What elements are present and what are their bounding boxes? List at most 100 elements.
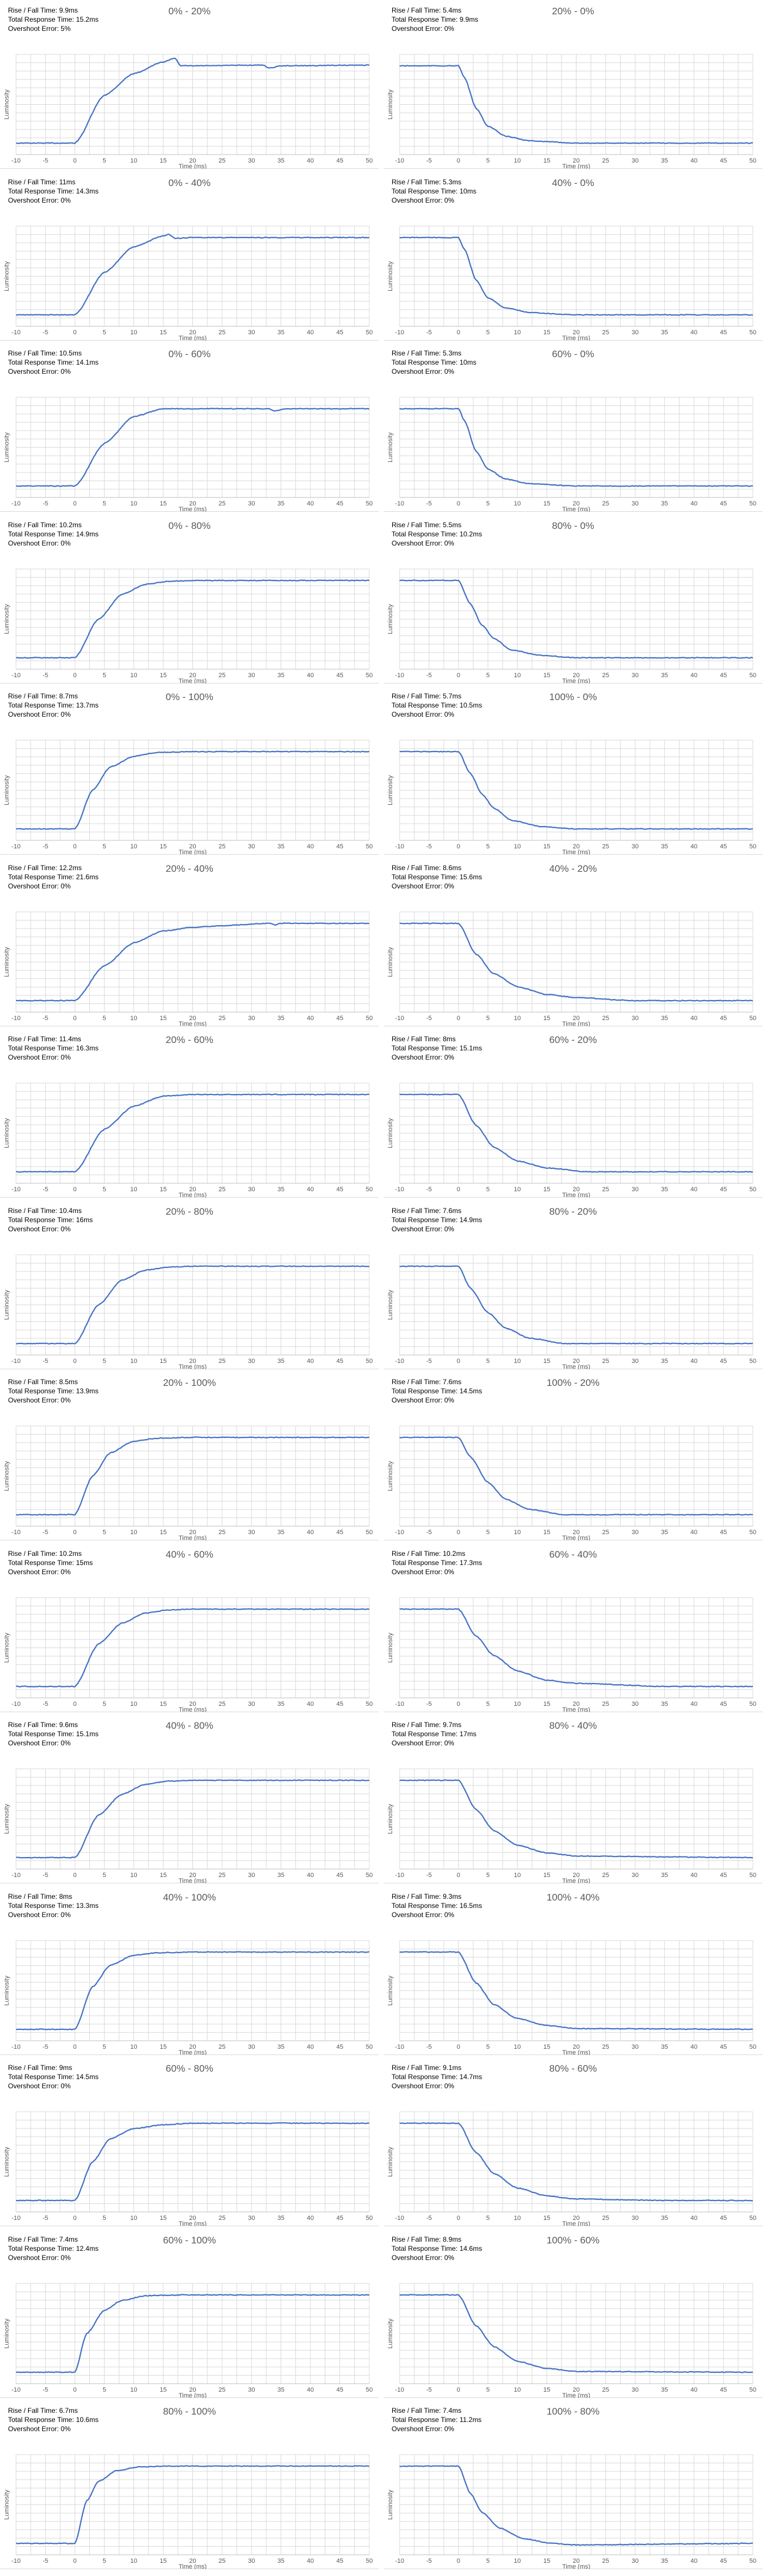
x-tick-label: 15: [160, 500, 167, 507]
x-tick-label: 5: [486, 500, 489, 507]
x-tick-label: 20: [189, 1529, 196, 1536]
x-axis-label: Time (ms): [562, 678, 590, 683]
x-tick-label: 10: [514, 1872, 521, 1879]
x-tick-label: 10: [514, 2387, 521, 2393]
x-tick-label: 35: [278, 1186, 285, 1193]
x-axis-label: Time (ms): [179, 335, 207, 341]
x-tick-label: 40: [307, 2044, 314, 2050]
x-tick-label: 35: [278, 2558, 285, 2565]
x-tick-label: 0: [457, 1529, 460, 1536]
y-axis-label: Luminosity: [387, 775, 394, 805]
chart-svg: -10 -5 0 5 10 15 20 25 30 35 40 45 50 Time (ms) Lumino…: [3, 2406, 373, 2569]
chart-svg: -10 -5 0 5 10 15 20 25 30 35 40 45 50 Time (ms) Lumino…: [387, 2235, 756, 2398]
x-tick-label: -10: [395, 500, 404, 507]
x-tick-label: 10: [514, 1358, 521, 1365]
x-tick-label: 25: [602, 1186, 609, 1193]
chart-panel: -10 -5 0 5 10 15 20 25 30 35 40 45 50 Time (ms) Lumino…: [384, 686, 763, 855]
x-axis-label: Time (ms): [562, 1706, 590, 1712]
x-tick-label: 45: [336, 2387, 343, 2393]
x-tick-label: -10: [11, 1529, 21, 1536]
x-tick-label: 5: [102, 2387, 106, 2393]
x-tick-label: 25: [219, 329, 226, 336]
stat-rise-fall: Rise / Fall Time: 11ms: [8, 178, 76, 186]
x-tick-label: 45: [720, 1529, 726, 1536]
luminosity-curve: [399, 1608, 753, 1688]
x-tick-label: 35: [278, 2215, 285, 2222]
x-tick-label: 45: [720, 1186, 726, 1193]
x-tick-label: 5: [486, 157, 489, 164]
luminosity-curve: [399, 236, 753, 316]
x-tick-label: 35: [661, 500, 668, 507]
x-tick-label: 0: [73, 500, 77, 507]
x-tick-label: 40: [690, 1015, 697, 1022]
chart-panel: -10 -5 0 5 10 15 20 25 30 35 40 45 50 Time (ms) Lumino…: [0, 2400, 379, 2569]
y-axis-label: Luminosity: [3, 432, 10, 463]
x-tick-label: 10: [514, 1186, 521, 1193]
x-tick-label: 20: [572, 1701, 579, 1708]
x-tick-label: 25: [219, 1358, 226, 1365]
x-tick-label: 5: [102, 1358, 106, 1365]
x-tick-label: 25: [219, 1529, 226, 1536]
x-tick-label: 50: [749, 2387, 756, 2393]
x-tick-label: 40: [690, 2558, 697, 2565]
luminosity-curve: [15, 1779, 370, 1859]
x-tick-label: 5: [102, 500, 106, 507]
x-axis-label: Time (ms): [562, 163, 590, 169]
stat-total-response: Total Response Time: 11.2ms: [392, 2416, 481, 2424]
y-axis-label: Luminosity: [387, 1633, 394, 1663]
x-tick-label: 15: [543, 1186, 550, 1193]
x-tick-label: 20: [189, 2387, 196, 2393]
x-tick-label: 5: [486, 2387, 489, 2393]
stat-overshoot: Overshoot Error: 0%: [8, 2082, 71, 2090]
stat-total-response: Total Response Time: 14.9ms: [8, 530, 98, 538]
x-tick-label: 0: [457, 672, 460, 679]
x-tick-label: 45: [336, 1186, 343, 1193]
y-axis-label: Luminosity: [3, 1633, 10, 1663]
x-tick-label: 15: [543, 2387, 550, 2393]
chart-svg: -10 -5 0 5 10 15 20 25 30 35 40 45 50 Time (ms) Lumino…: [3, 520, 373, 683]
stat-total-response: Total Response Time: 10.2ms: [392, 530, 482, 538]
chart-title: 80% - 0%: [552, 520, 594, 531]
x-tick-label: 40: [307, 2387, 314, 2393]
x-tick-label: 35: [661, 1872, 668, 1879]
x-tick-label: 25: [602, 500, 609, 507]
x-tick-label: 45: [336, 2044, 343, 2050]
chart-title: 0% - 100%: [165, 692, 213, 702]
x-tick-label: 30: [248, 1015, 255, 1022]
x-tick-label: 15: [160, 1701, 167, 1708]
luminosity-curve: [399, 750, 753, 830]
stat-overshoot: Overshoot Error: 0%: [392, 368, 455, 376]
x-tick-label: 10: [514, 843, 521, 850]
x-tick-label: 15: [543, 2044, 550, 2050]
x-tick-label: 25: [602, 2387, 609, 2393]
chart-panel: -10 -5 0 5 10 15 20 25 30 35 40 45 50 Time (ms) Lumino…: [0, 1029, 379, 1198]
x-tick-label: 10: [514, 2044, 521, 2050]
x-tick-label: -10: [11, 1358, 21, 1365]
luminosity-curve: [15, 750, 370, 830]
luminosity-curve: [399, 1436, 753, 1516]
chart-panel: -10 -5 0 5 10 15 20 25 30 35 40 45 50 Time (ms) Lumino…: [0, 0, 379, 169]
x-tick-label: 45: [336, 1358, 343, 1365]
x-tick-label: 50: [366, 1186, 373, 1193]
x-tick-label: 15: [543, 500, 550, 507]
chart-panel: -10 -5 0 5 10 15 20 25 30 35 40 45 50 Time (ms) Lumino…: [0, 858, 379, 1026]
x-tick-label: 45: [336, 1529, 343, 1536]
x-tick-label: 45: [336, 157, 343, 164]
x-axis-label: Time (ms): [562, 335, 590, 341]
x-tick-label: 40: [690, 1701, 697, 1708]
x-tick-label: 25: [219, 2558, 226, 2565]
chart-panel: -10 -5 0 5 10 15 20 25 30 35 40 45 50 Time (ms) Lumino…: [384, 1372, 763, 1540]
x-tick-label: 35: [278, 672, 285, 679]
x-tick-label: -5: [43, 2558, 49, 2565]
x-tick-label: 50: [749, 157, 756, 164]
chart-svg: -10 -5 0 5 10 15 20 25 30 35 40 45 50 Time (ms) Lumino…: [3, 1206, 373, 1369]
x-tick-label: -10: [395, 329, 404, 336]
x-tick-label: 45: [720, 1015, 726, 1022]
x-tick-label: 10: [131, 843, 137, 850]
x-tick-label: 30: [631, 2215, 638, 2222]
x-tick-label: 0: [73, 1701, 77, 1708]
x-tick-label: 20: [572, 1358, 579, 1365]
chart-title: 80% - 20%: [549, 1206, 597, 1217]
x-tick-label: 30: [631, 2044, 638, 2050]
stat-overshoot: Overshoot Error: 0%: [8, 2254, 71, 2262]
